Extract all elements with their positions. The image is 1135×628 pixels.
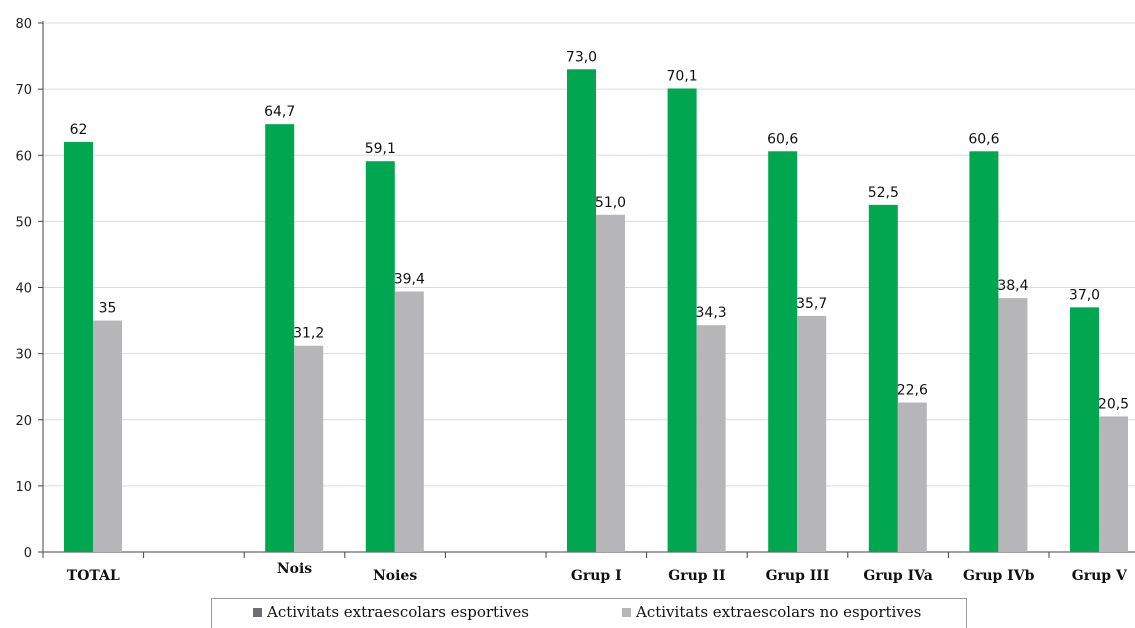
y-tick-label: 0	[24, 546, 32, 561]
y-tick-label: 50	[15, 215, 32, 230]
legend-label-esportives: Activitats extraescolars esportives	[267, 603, 529, 621]
data-label: 31,2	[293, 326, 324, 342]
legend-item-no-esportives: Activitats extraescolars no esportives	[622, 603, 921, 621]
bar-esportives	[768, 151, 798, 552]
y-tick-label: 20	[15, 414, 32, 429]
data-label: 20,5	[1098, 396, 1129, 412]
bar-esportives	[868, 204, 898, 552]
bar-esportives	[64, 142, 93, 552]
data-label: 64,7	[264, 104, 295, 120]
bar-no-esportives	[596, 214, 625, 552]
bar-no-esportives	[93, 320, 122, 552]
bar-no-esportives	[1099, 416, 1128, 552]
data-label: 39,4	[394, 271, 425, 287]
data-label: 22,6	[897, 383, 928, 399]
bar-no-esportives	[797, 315, 827, 552]
legend: Activitats extraescolars esportives Acti…	[211, 598, 967, 628]
data-label: 52,5	[868, 185, 899, 201]
legend-item-esportives: Activitats extraescolars esportives	[253, 603, 529, 621]
y-tick-label: 10	[15, 480, 32, 495]
x-category-label: Grup III	[766, 568, 830, 584]
data-label: 60,6	[767, 131, 798, 147]
x-category-label: TOTAL	[67, 568, 120, 584]
bar-esportives	[969, 151, 999, 552]
data-label: 35,7	[796, 296, 827, 312]
legend-swatch-no-esportives	[622, 607, 631, 617]
x-category-label: Grup II	[668, 568, 725, 584]
data-label: 73,0	[566, 49, 597, 65]
data-label: 60,6	[968, 131, 999, 147]
bar-esportives	[365, 161, 395, 553]
y-tick-label: 60	[15, 149, 32, 164]
x-category-label: Grup IVb	[963, 568, 1035, 584]
bar-esportives	[265, 124, 295, 552]
data-label: 62	[70, 122, 88, 138]
y-tick-label: 30	[15, 348, 32, 363]
y-tick-label: 70	[15, 83, 32, 98]
legend-label-no-esportives: Activitats extraescolars no esportives	[636, 603, 922, 621]
bar-no-esportives	[394, 291, 424, 552]
data-label: 59,1	[365, 141, 396, 157]
y-tick-label: 40	[15, 282, 32, 297]
y-tick-label: 80	[15, 17, 32, 32]
x-category-label: Grup V	[1072, 568, 1128, 584]
data-label: 35	[99, 301, 117, 317]
legend-swatch-esportives	[253, 607, 262, 617]
bar-esportives	[567, 69, 596, 552]
data-label: 34,3	[696, 305, 727, 321]
x-category-label: Nois	[277, 561, 312, 577]
data-label: 37,0	[1069, 287, 1100, 303]
data-label: 70,1	[667, 68, 698, 84]
x-category-label: Noies	[373, 568, 417, 584]
bar-esportives	[667, 88, 697, 553]
data-label: 38,4	[997, 278, 1028, 294]
bar-no-esportives	[998, 298, 1028, 552]
x-category-label: Grup I	[571, 568, 622, 584]
bar-no-esportives	[294, 345, 324, 552]
bar-no-esportives	[696, 325, 726, 552]
x-category-label: Grup IVa	[863, 568, 932, 584]
bar-esportives	[1070, 307, 1099, 552]
data-label: 51,0	[595, 195, 626, 211]
bar-no-esportives	[897, 402, 927, 552]
